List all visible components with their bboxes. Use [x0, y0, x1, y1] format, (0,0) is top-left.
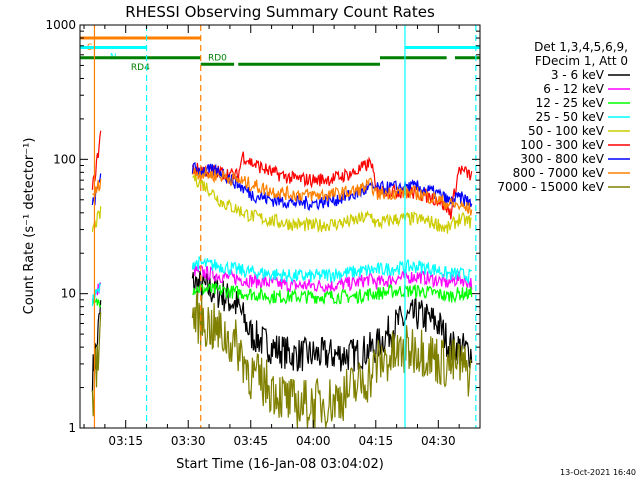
- legend-entry-label: 6 - 12 keV: [543, 82, 605, 96]
- legend-entry-label: 50 - 100 keV: [528, 124, 605, 138]
- series-line-3: [91, 255, 473, 307]
- y-tick-label: 100: [53, 152, 76, 166]
- x-tick-label: 04:00: [296, 434, 331, 448]
- legend-entry-label: 800 - 7000 keV: [513, 166, 605, 180]
- series-line-8: [91, 291, 472, 429]
- flag-label-rd0: RD0: [208, 53, 227, 63]
- flag-bars: SNRD4RD0: [80, 36, 480, 73]
- series-line-0: [91, 270, 473, 393]
- x-tick-label: 03:30: [171, 434, 206, 448]
- legend-entry-label: 7000 - 15000 keV: [497, 180, 604, 194]
- flag-label-rd4: RD4: [131, 63, 150, 73]
- series-line-2: [91, 282, 473, 308]
- y-tick-label: 1: [68, 421, 76, 435]
- x-tick-label: 04:15: [359, 434, 394, 448]
- y-axis-label: Count Rate (s⁻¹ detector⁻¹): [22, 138, 37, 315]
- series-line-7: [92, 167, 473, 216]
- plot-frame: [79, 24, 481, 429]
- chart-title: RHESSI Observing Summary Count Rates: [125, 3, 435, 21]
- x-axis-label: Start Time (16-Jan-08 03:04:02): [176, 457, 384, 472]
- x-tick-label: 03:15: [108, 434, 143, 448]
- legend-header-line: Det 1,3,4,5,6,9,: [534, 40, 628, 54]
- legend: Det 1,3,4,5,6,9,FDecim 1, Att 03 - 6 keV…: [497, 40, 630, 194]
- series-line-4: [91, 172, 472, 234]
- legend-entry-label: 100 - 300 keV: [520, 138, 604, 152]
- legend-entry-label: 300 - 800 keV: [520, 152, 604, 166]
- legend-entry-label: 3 - 6 keV: [551, 68, 605, 82]
- legend-entry-label: 25 - 50 keV: [536, 110, 605, 124]
- x-tick-label: 04:30: [421, 434, 456, 448]
- legend-header-line: FDecim 1, Att 0: [535, 54, 628, 68]
- footer-date: 13-Oct-2021 16:40: [560, 468, 636, 477]
- y-tick-label: 1000: [45, 18, 76, 32]
- x-tick-label: 03:45: [233, 434, 268, 448]
- y-tick-label: 10: [61, 287, 76, 301]
- series-line-5: [91, 130, 473, 220]
- series-group: [91, 130, 473, 429]
- axes: 1 10 100 1000 03:15 03:30 03:45 04:00 04:15 04:30: [45, 18, 480, 448]
- event-lines: [93, 25, 477, 428]
- legend-entry-label: 12 - 25 keV: [536, 96, 605, 110]
